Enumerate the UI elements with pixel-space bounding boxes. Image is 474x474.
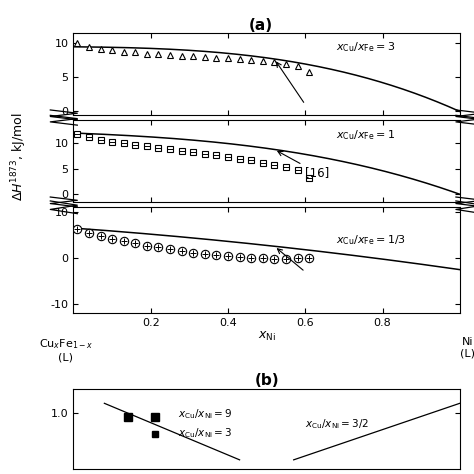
Text: [16]: [16] xyxy=(278,151,329,179)
Text: $x_{\rm Cu}/x_{\rm Ni}=3$: $x_{\rm Cu}/x_{\rm Ni}=3$ xyxy=(178,426,232,440)
Text: $x_{\rm Cu}/x_{\rm Fe}=1$: $x_{\rm Cu}/x_{\rm Fe}=1$ xyxy=(336,128,395,143)
Text: Cu$_x$Fe$_{1-x}$
(L): Cu$_x$Fe$_{1-x}$ (L) xyxy=(38,337,93,362)
X-axis label: $x_{\rm Ni}$: $x_{\rm Ni}$ xyxy=(258,330,275,343)
Text: $x_{\rm Cu}/x_{\rm Ni}=3/2$: $x_{\rm Cu}/x_{\rm Ni}=3/2$ xyxy=(305,418,369,431)
Text: (a): (a) xyxy=(249,18,273,33)
Text: $x_{\rm Cu}/x_{\rm Ni}=9$: $x_{\rm Cu}/x_{\rm Ni}=9$ xyxy=(178,407,232,421)
Text: Ni
(L): Ni (L) xyxy=(460,337,474,358)
Title: (b): (b) xyxy=(255,373,279,388)
Text: $\Delta H^{1873}$, kJ/mol: $\Delta H^{1873}$, kJ/mol xyxy=(9,112,29,201)
Text: $x_{\rm Cu}/x_{\rm Fe}=3$: $x_{\rm Cu}/x_{\rm Fe}=3$ xyxy=(336,40,395,54)
Text: $x_{\rm Cu}/x_{\rm Fe}=1/3$: $x_{\rm Cu}/x_{\rm Fe}=1/3$ xyxy=(336,233,406,246)
